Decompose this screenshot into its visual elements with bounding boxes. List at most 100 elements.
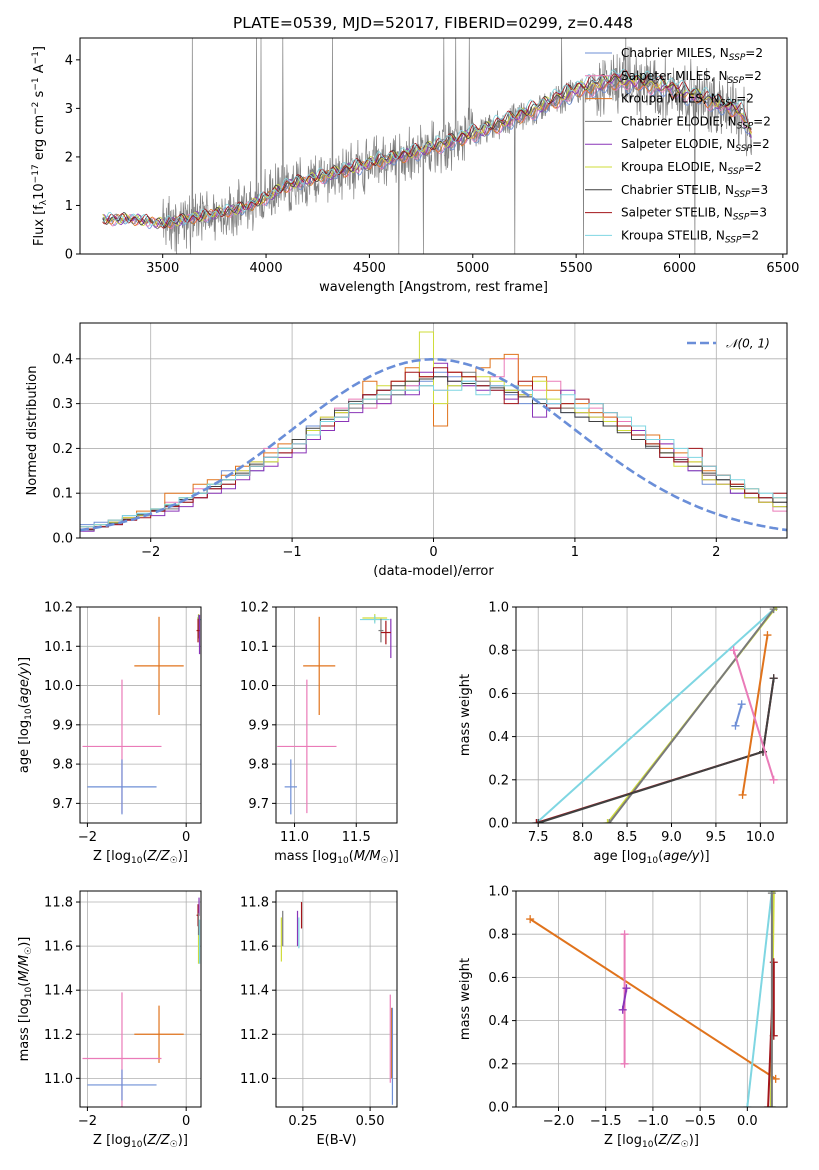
x-tick-label: 1 — [571, 545, 579, 560]
x-tick-label: 9.0 — [661, 830, 682, 845]
y-tick-label: 11.0 — [240, 1072, 269, 1087]
x-tick-label: 0 — [182, 830, 190, 845]
histogram-series — [80, 367, 787, 538]
x-tick-label: 0.50 — [356, 1114, 385, 1129]
y-tick-label: 1.0 — [488, 601, 509, 616]
y-tick-label: 0.6 — [488, 687, 509, 702]
weight-series — [526, 915, 780, 1083]
axes-box — [275, 606, 398, 824]
x-tick-label: 9.5 — [706, 830, 727, 845]
x-tick-label: −2.0 — [543, 1114, 575, 1129]
weight-line — [529, 918, 777, 1080]
y-tick-label: 11.2 — [44, 1028, 73, 1043]
axes-box — [275, 890, 398, 1108]
axes-box — [79, 890, 202, 1108]
x-axis-label: (data-model)/error — [373, 564, 494, 579]
normal-curve — [80, 358, 787, 532]
weight-marker — [767, 1103, 776, 1107]
y-axis-label: mass weight — [458, 958, 473, 1040]
weight-marker — [731, 721, 740, 730]
weight-marker — [771, 1074, 780, 1083]
errorbar-point — [378, 618, 384, 643]
plot-area — [280, 902, 394, 1105]
mass-vs-Z-panel: −2 0 11.0 11.2 11.4 11.6 11.8 Z [log10(Z/Z☉)] ma… — [17, 890, 202, 1150]
x-tick-label: 4000 — [250, 261, 283, 276]
legend-entry: Chabrier MILES, NSSP=2 — [621, 46, 763, 63]
y-tick-label: 10.2 — [44, 601, 73, 616]
age-vs-mass-panel: 11.0 11.5 9.7 9.8 9.9 10.0 10.1 10.2 mass [log10… — [240, 601, 399, 867]
observed-spectrum — [102, 38, 753, 254]
weight-vs-Z-panel: −2.0 −1.5 −1.0 −0.5 0.0 0.0 0.2 0.4 0.6 0.8 1.0 Z [… — [458, 885, 788, 1150]
x-tick-label: −2 — [141, 545, 160, 560]
weight-line — [734, 703, 743, 727]
y-tick-label: 0.8 — [488, 644, 509, 659]
x-tick-label: 8.5 — [617, 830, 638, 845]
y-tick-label: 0.8 — [488, 928, 509, 943]
y-tick-label: 9.9 — [248, 718, 269, 733]
errorbar-point — [134, 616, 184, 715]
legend-entry: Chabrier STELIB, NSSP=3 — [621, 183, 768, 200]
y-axis-label: Normed distribution — [25, 366, 40, 496]
x-tick-label: 3500 — [146, 261, 179, 276]
weight-marker — [769, 607, 778, 614]
axes-frame: −2 −1 0 1 2 0.0 0.1 0.2 0.3 0.4 (data-model)/error… — [25, 322, 788, 579]
weight-line — [537, 678, 775, 823]
y-tick-label: 10.0 — [44, 679, 73, 694]
y-tick-label: 1.0 — [488, 885, 509, 900]
age-vs-Z-panel: −2 0 9.7 9.8 9.9 10.0 10.1 10.2 Z [log10(Z/Z☉)] a… — [17, 601, 202, 866]
plot-area — [82, 897, 201, 1107]
hist-legend: 𝒩(0, 1) — [687, 337, 770, 351]
y-tick-label: 0.6 — [488, 971, 509, 986]
x-tick-label: −1.5 — [590, 1114, 622, 1129]
x-tick-label: 0.0 — [737, 1114, 758, 1129]
weight-marker — [769, 775, 778, 784]
x-tick-label: 8.0 — [572, 830, 593, 845]
weight-line — [608, 608, 775, 823]
residual-histogram-panel: −2 −1 0 1 2 0.0 0.1 0.2 0.3 0.4 (data-model)/error… — [25, 322, 788, 579]
y-tick-label: 4 — [65, 53, 73, 68]
y-tick-label: 11.6 — [240, 940, 269, 955]
weight-series — [738, 631, 772, 799]
y-tick-label: 10.1 — [240, 640, 269, 655]
axes-box — [79, 606, 202, 824]
x-tick-label: −2 — [78, 1114, 97, 1129]
y-tick-label: 2 — [65, 150, 73, 165]
y-tick-label: 0.1 — [52, 487, 73, 502]
y-tick-label: 0.3 — [52, 397, 73, 412]
axes-frame: 3500 4000 4500 5000 5500 6000 6500 0 1 2 3 4 wavelen… — [31, 37, 799, 295]
x-axis-label: Z [log10(Z/Z☉)] — [93, 849, 188, 866]
weight-vs-age-panel: 7.5 8.0 8.5 9.0 9.5 10.0 0.0 0.2 0.4 0.6 0.8 1.0 age… — [458, 601, 788, 866]
weight-line — [536, 678, 775, 823]
spectrum-legend: Chabrier MILES, NSSP=2 Salpeter MILES, NS… — [585, 46, 771, 245]
x-tick-label: 0.25 — [288, 1114, 317, 1129]
x-tick-label: 4500 — [353, 261, 386, 276]
y-tick-label: 9.8 — [248, 758, 269, 773]
axes-frame: −2 0 9.7 9.8 9.9 10.0 10.1 10.2 Z [log10(Z/Z☉)] a… — [17, 601, 202, 866]
weight-marker — [764, 1103, 773, 1107]
errorbar-point — [284, 759, 297, 815]
y-tick-label: 1 — [65, 199, 73, 214]
weight-series — [534, 674, 778, 823]
errorbar-point — [380, 620, 391, 645]
axes-frame: 0.25 0.50 11.0 11.2 11.4 11.6 11.8 E(B-V) — [240, 890, 398, 1148]
x-tick-label: 5500 — [560, 261, 593, 276]
y-tick-label: 10.0 — [240, 679, 269, 694]
legend-entry: Salpeter MILES, NSSP=2 — [621, 69, 762, 86]
x-tick-label: 11.0 — [280, 830, 309, 845]
y-axis-label: age [log10(age/y)] — [17, 657, 34, 773]
axes-frame: 11.0 11.5 9.7 9.8 9.9 10.0 10.1 10.2 mass [log10… — [240, 601, 399, 867]
errorbar-point — [359, 615, 390, 624]
y-axis-label: mass [log10(M/M☉)] — [17, 937, 34, 1062]
model-spectrum-line — [102, 69, 752, 227]
legend-entry: Kroupa STELIB, NSSP=2 — [621, 228, 759, 245]
y-tick-label: 0 — [65, 248, 73, 263]
axes-box — [515, 890, 788, 1108]
weight-marker — [769, 674, 778, 683]
errorbar-point — [196, 618, 200, 643]
plot-area — [526, 891, 780, 1107]
y-tick-label: 0.2 — [52, 442, 73, 457]
errorbar-point — [87, 1069, 157, 1101]
x-tick-label: −2 — [78, 830, 97, 845]
x-tick-label: 0 — [182, 1114, 190, 1129]
